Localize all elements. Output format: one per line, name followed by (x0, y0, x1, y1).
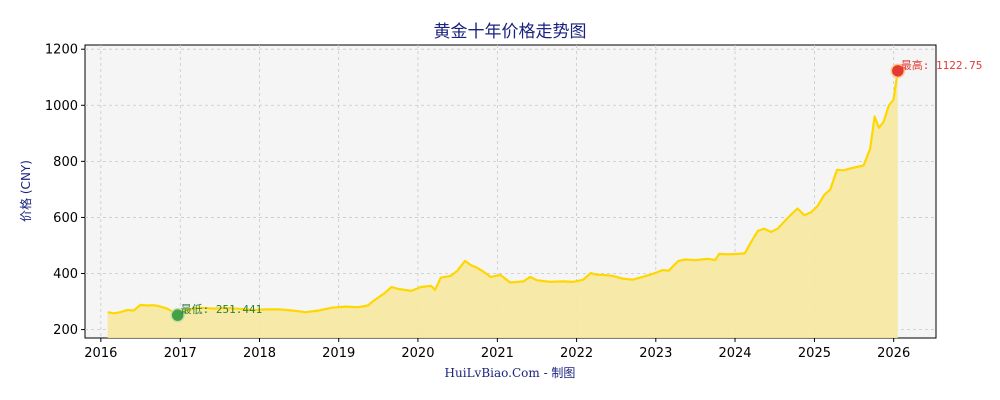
x-tick-label: 2021 (481, 346, 514, 361)
x-axis-ticks: 2016 2017 2018 2019 2020 2021 2022 2023 2024 2025… (84, 338, 910, 361)
y-tick-label: 1000 (45, 99, 78, 114)
x-tick-label: 2018 (243, 346, 276, 361)
x-tick-label: 2020 (401, 346, 434, 361)
max-annotation: 最高: 1122.75 (901, 58, 983, 72)
y-tick-label: 400 (53, 267, 78, 282)
series-area (107, 70, 898, 339)
x-tick-label: 2022 (560, 346, 593, 361)
y-tick-label: 800 (53, 155, 78, 170)
x-tick-label: 2017 (164, 346, 197, 361)
max-point-marker (890, 63, 906, 79)
min-annotation: 最低: 251.441 (181, 303, 263, 316)
y-tick-label: 200 (53, 323, 78, 338)
markers: 最高: 1122.75 最低: 251.441 (170, 58, 983, 323)
series-line (107, 70, 899, 316)
chart-title: 黄金十年价格走势图 (434, 22, 587, 42)
x-tick-label: 2016 (84, 346, 117, 361)
y-axis-label: 价格 (CNY) (18, 160, 33, 222)
y-tick-label: 600 (53, 211, 78, 226)
x-tick-label: 2025 (798, 346, 831, 361)
x-tick-label: 2026 (877, 346, 910, 361)
y-axis-ticks: 200 400 600 800 1000 1200 (45, 43, 85, 338)
x-tick-label: 2019 (322, 346, 355, 361)
min-point-marker (170, 307, 185, 323)
x-tick-label: 2024 (718, 346, 751, 361)
footer-credit: HuiLvBiao.Com - 制图 (445, 366, 576, 380)
y-tick-label: 1200 (45, 43, 78, 58)
x-tick-label: 2023 (639, 346, 672, 361)
